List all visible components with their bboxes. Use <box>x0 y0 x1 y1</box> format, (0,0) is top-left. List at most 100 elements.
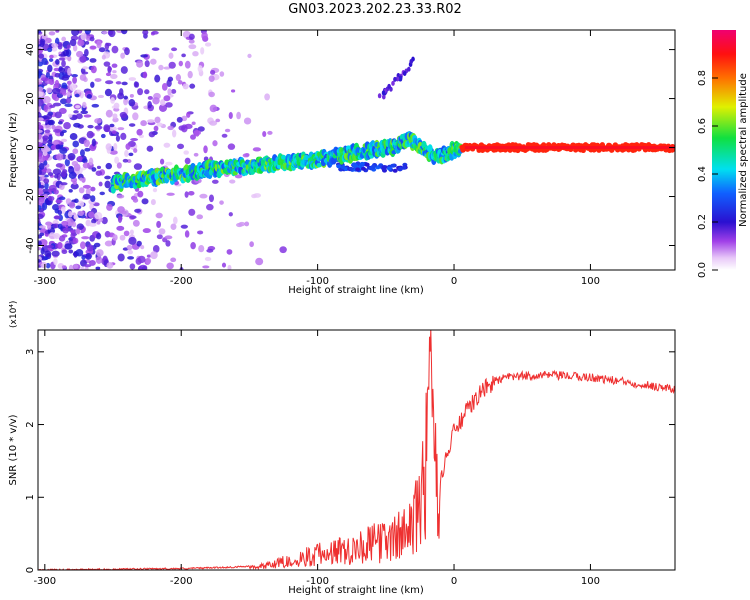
noise-blob <box>96 221 101 225</box>
noise-blob <box>167 88 172 96</box>
noise-blob <box>177 80 183 85</box>
noise-blob <box>204 256 212 262</box>
noise-blob <box>43 104 48 113</box>
noise-blob <box>178 125 186 131</box>
noise-blob <box>196 214 204 220</box>
noise-blob <box>146 145 154 152</box>
noise-blob <box>54 111 62 119</box>
noise-blob <box>209 104 218 113</box>
noise-blob <box>91 167 97 172</box>
noise-blob <box>54 174 59 179</box>
noise-blob <box>47 224 52 230</box>
noise-blob <box>71 160 79 167</box>
snr-y-multiplier: (x10⁴) <box>9 301 19 328</box>
noise-blob <box>175 74 181 82</box>
noise-blob <box>120 66 128 74</box>
ridge-branch-blob <box>390 163 396 168</box>
noise-blob <box>202 265 210 269</box>
spectrogram-ytick-label: 0 <box>25 144 36 150</box>
noise-blob <box>147 96 153 100</box>
noise-blob <box>72 148 79 155</box>
noise-blob <box>57 241 63 250</box>
ridge-blob <box>280 154 287 160</box>
noise-blob <box>73 264 79 269</box>
noise-blob <box>96 165 102 170</box>
noise-blob <box>79 55 87 63</box>
noise-blob <box>121 81 128 86</box>
noise-blob <box>79 241 86 250</box>
noise-blob <box>206 248 214 253</box>
noise-blob <box>51 87 61 95</box>
noise-blob <box>208 75 215 82</box>
spectrogram-xtick-label: -100 <box>306 276 329 287</box>
noise-blob <box>262 130 267 137</box>
noise-blob <box>182 83 189 90</box>
noise-blob <box>82 184 91 189</box>
noise-blob <box>38 133 42 140</box>
noise-blob <box>49 54 54 59</box>
noise-blob <box>82 158 88 164</box>
spectrogram-ytick-label: 20 <box>25 92 36 105</box>
noise-blob <box>56 153 64 161</box>
noise-blob <box>38 73 41 79</box>
noise-blob <box>156 220 162 229</box>
noise-blob <box>104 88 113 97</box>
noise-blob <box>128 123 136 127</box>
ridge-branch-blob <box>352 163 358 168</box>
noise-blob <box>60 170 67 178</box>
noise-blob <box>43 160 48 166</box>
snr-xtick-label: 0 <box>451 576 457 587</box>
noise-blob <box>66 80 72 86</box>
noise-blob <box>38 246 42 251</box>
noise-blob <box>67 211 73 218</box>
ridge-branch-blob <box>360 166 366 171</box>
noise-blob <box>38 86 44 92</box>
noise-blob <box>106 262 114 269</box>
noise-blob <box>181 53 186 58</box>
noise-blob <box>160 99 166 106</box>
noise-blob <box>181 115 188 122</box>
noise-blob <box>95 256 103 264</box>
noise-blob <box>38 48 44 54</box>
noise-blob <box>120 132 127 140</box>
noise-blob <box>42 96 51 104</box>
noise-blob <box>147 119 155 123</box>
ridge-branch-blob <box>391 80 395 86</box>
noise-blob <box>129 94 134 98</box>
noise-blob <box>55 59 60 65</box>
noise-blob <box>252 147 262 152</box>
ridge-branch-blob <box>370 164 376 169</box>
ridge-branch-blob <box>355 167 361 172</box>
noise-blob <box>103 61 111 67</box>
noise-blob <box>85 187 91 196</box>
noise-blob <box>76 223 84 231</box>
noise-blob <box>38 182 42 189</box>
noise-blob <box>46 245 54 249</box>
noise-blob <box>72 44 78 52</box>
noise-blob <box>171 47 178 52</box>
noise-blob <box>249 241 254 248</box>
noise-blob <box>75 228 81 235</box>
noise-blob <box>53 233 61 240</box>
noise-blob <box>221 133 228 138</box>
noise-blob <box>61 249 68 255</box>
noise-blob <box>184 191 189 198</box>
noise-blob <box>182 30 191 39</box>
noise-blob <box>163 142 171 148</box>
noise-blob <box>94 78 102 82</box>
noise-blob <box>38 30 42 34</box>
noise-blob <box>119 111 127 119</box>
noise-blob <box>183 150 190 155</box>
noise-blob <box>192 51 199 57</box>
noise-blob <box>91 218 97 224</box>
noise-blob <box>224 128 231 133</box>
noise-blob <box>112 70 117 74</box>
noise-blob <box>211 179 219 184</box>
noise-blob <box>38 53 45 59</box>
noise-blob <box>124 47 130 56</box>
noise-blob <box>47 195 52 201</box>
noise-blob <box>84 30 92 35</box>
noise-blob <box>51 42 59 48</box>
noise-blob <box>69 83 77 92</box>
noise-blob <box>136 128 143 136</box>
